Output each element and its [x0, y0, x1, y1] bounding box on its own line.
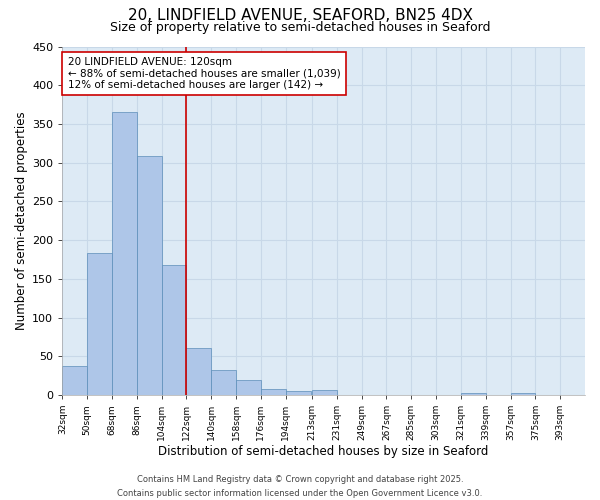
Bar — [161, 265, 187, 395]
Bar — [461, 392, 486, 395]
Bar — [236, 380, 261, 395]
Text: Contains HM Land Registry data © Crown copyright and database right 2025.
Contai: Contains HM Land Registry data © Crown c… — [118, 476, 482, 498]
Bar — [87, 253, 112, 395]
Text: 20, LINDFIELD AVENUE, SEAFORD, BN25 4DX: 20, LINDFIELD AVENUE, SEAFORD, BN25 4DX — [128, 8, 473, 22]
Bar — [137, 156, 161, 395]
Bar — [112, 112, 137, 395]
Bar — [261, 388, 286, 395]
Text: Size of property relative to semi-detached houses in Seaford: Size of property relative to semi-detach… — [110, 21, 490, 34]
Text: 20 LINDFIELD AVENUE: 120sqm
← 88% of semi-detached houses are smaller (1,039)
12: 20 LINDFIELD AVENUE: 120sqm ← 88% of sem… — [68, 57, 340, 90]
Bar — [511, 394, 535, 395]
Bar — [211, 370, 236, 395]
Bar — [312, 390, 337, 395]
Y-axis label: Number of semi-detached properties: Number of semi-detached properties — [15, 112, 28, 330]
Bar — [286, 391, 311, 395]
Bar — [62, 366, 87, 395]
X-axis label: Distribution of semi-detached houses by size in Seaford: Distribution of semi-detached houses by … — [158, 444, 489, 458]
Bar — [187, 348, 211, 395]
